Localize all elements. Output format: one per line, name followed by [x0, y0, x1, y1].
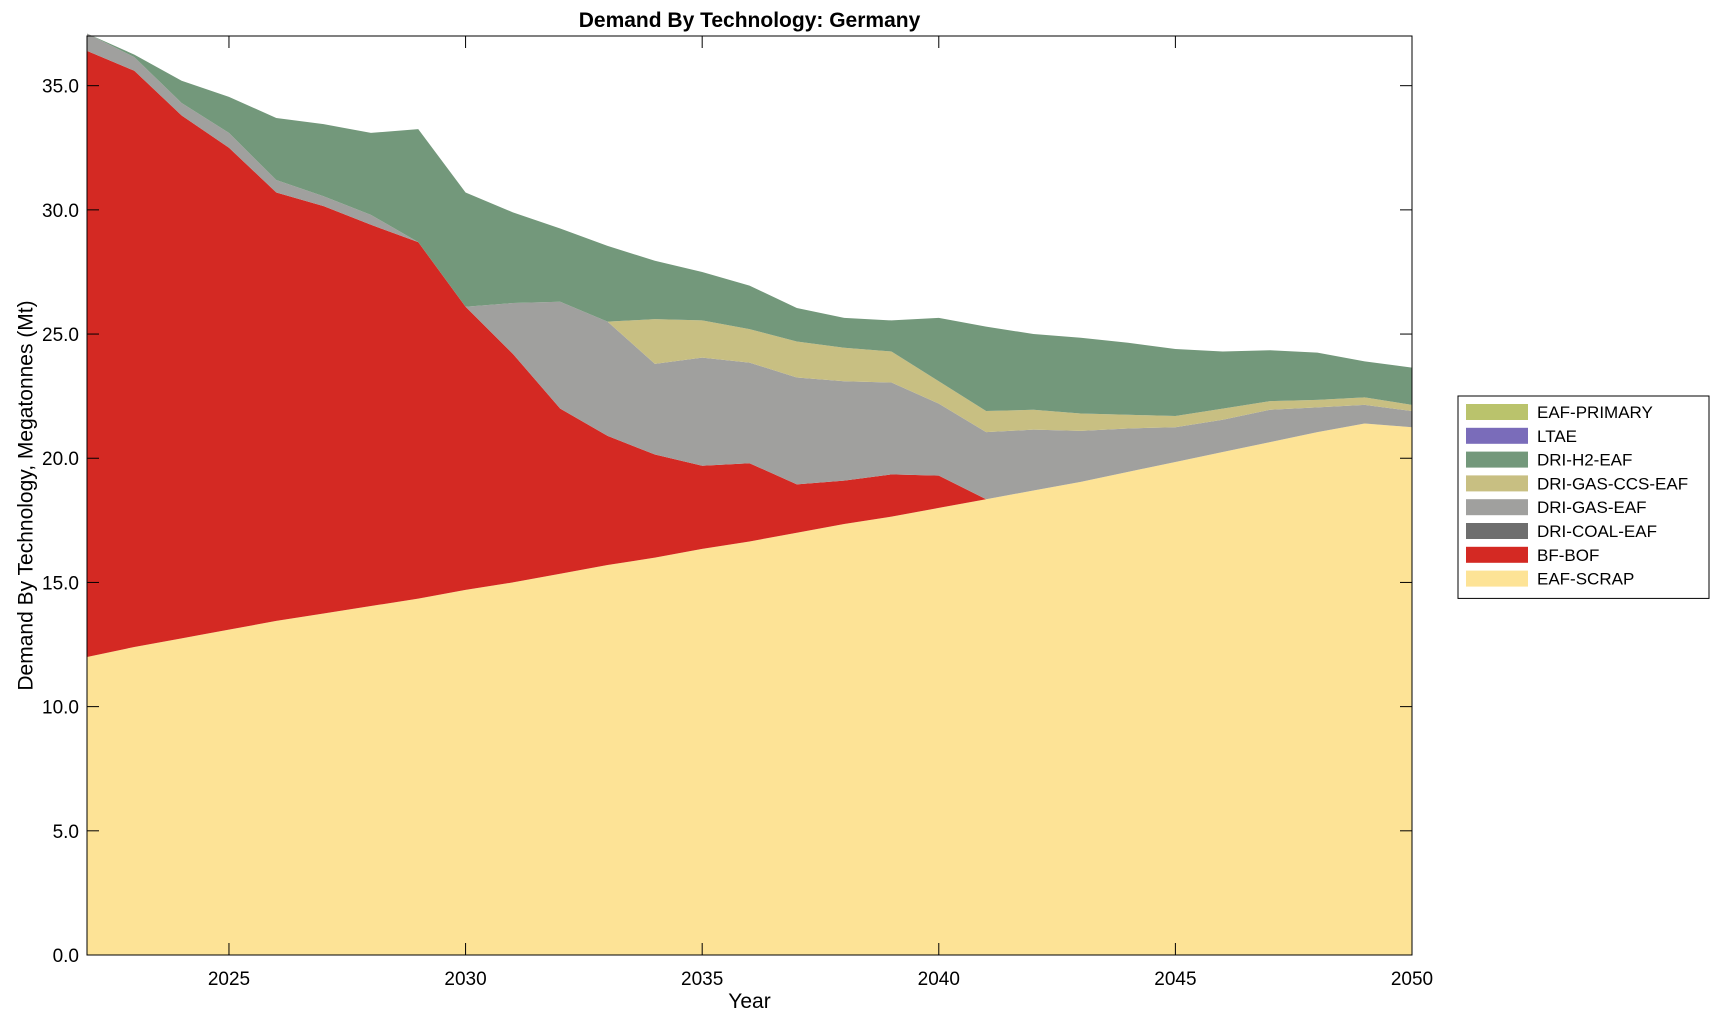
- legend-swatch: [1466, 523, 1528, 539]
- x-tick-label: 2035: [681, 969, 723, 990]
- x-tick-label: 2050: [1391, 969, 1433, 990]
- plot-frame: [86, 35, 1413, 956]
- x-axis-title: Year: [728, 990, 770, 1013]
- y-tick-label: 30.0: [42, 201, 79, 222]
- legend-swatch: [1466, 499, 1528, 516]
- legend-label: BF-BOF: [1537, 546, 1599, 565]
- legend-swatch: [1466, 404, 1528, 420]
- legend-swatch: [1466, 546, 1528, 563]
- legend: EAF-PRIMARY LTAE DRI-H2-EAF DRI-GAS-CCS-EAF…: [1457, 395, 1710, 599]
- legend-swatch: [1466, 570, 1528, 587]
- area-dri-gas-ccs-eaf: [87, 33, 1412, 433]
- y-tick-label: 5.0: [53, 822, 79, 843]
- legend-swatch: [1466, 451, 1528, 468]
- legend-label: EAF-PRIMARY: [1537, 403, 1653, 422]
- legend-swatch: [1466, 427, 1528, 444]
- y-tick-label: 10.0: [42, 698, 79, 719]
- area-dri-gas-eaf: [87, 33, 1412, 500]
- areas-layer: [87, 33, 1412, 956]
- legend-box: [1457, 395, 1710, 599]
- legend-label: DRI-GAS-EAF: [1537, 498, 1647, 517]
- y-tick-label: 35.0: [42, 77, 79, 98]
- x-tick-label: 2045: [1154, 969, 1196, 990]
- chart-title: Demand By Technology: Germany: [579, 9, 921, 32]
- x-tick-label: 2030: [444, 969, 486, 990]
- legend-label: DRI-COAL-EAF: [1537, 522, 1657, 541]
- x-tick-label: 2025: [208, 969, 250, 990]
- y-axis-title: Demand By Technology, Megatonnes (Mt): [15, 300, 38, 690]
- y-tick-label: 0.0: [53, 946, 79, 967]
- legend-label: EAF-SCRAP: [1537, 570, 1634, 589]
- legend-label: DRI-H2-EAF: [1537, 451, 1632, 470]
- y-tick-label: 15.0: [42, 573, 79, 594]
- area-bf-bof: [87, 50, 1412, 657]
- legend-swatch: [1466, 475, 1528, 492]
- y-tick-label: 25.0: [42, 325, 79, 346]
- ticks-layer: 2025 2030 2035 2040 2045 2050 0.0 5.0 10.0 15.0 20…: [42, 36, 1433, 990]
- area-eaf-scrap: [87, 423, 1412, 956]
- legend-label: DRI-GAS-CCS-EAF: [1537, 474, 1688, 493]
- y-tick-label: 20.0: [42, 449, 79, 470]
- area-dri-h2-eaf: [87, 33, 1412, 417]
- x-tick-label: 2040: [918, 969, 960, 990]
- legend-label: LTAE: [1537, 427, 1577, 446]
